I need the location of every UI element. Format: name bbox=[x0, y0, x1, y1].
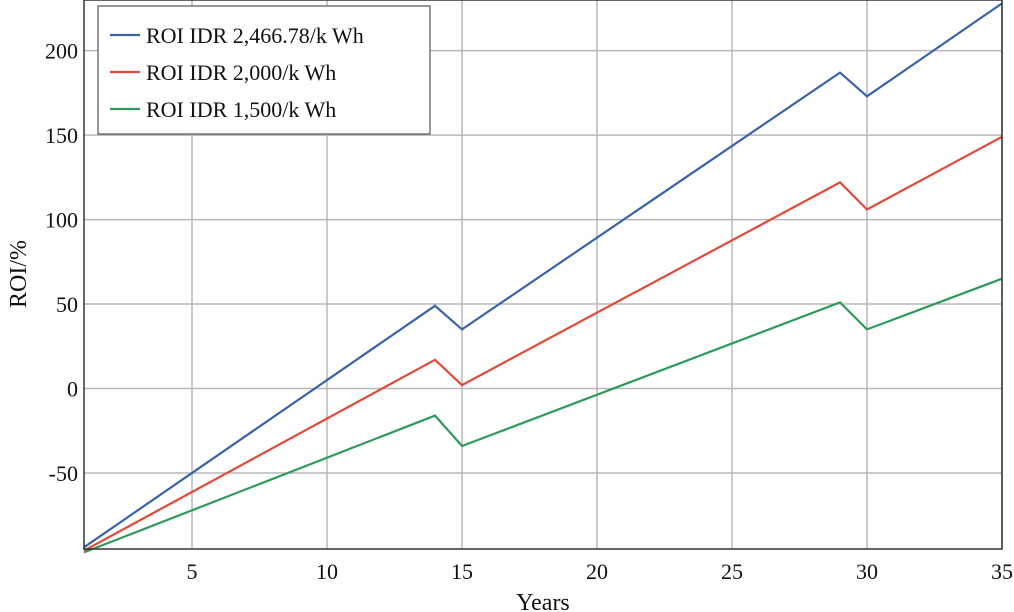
y-tick-label: 50 bbox=[56, 292, 78, 317]
legend-label-2: ROI IDR 2,000/k Wh bbox=[146, 60, 336, 85]
y-tick-label: 200 bbox=[45, 39, 78, 64]
legend-label-1: ROI IDR 2,466.78/k Wh bbox=[146, 23, 364, 48]
x-tick-label: 30 bbox=[856, 559, 878, 584]
series-lines bbox=[83, 2, 1003, 554]
legend-label-3: ROI IDR 1,500/k Wh bbox=[146, 97, 336, 122]
x-tick-label: 10 bbox=[316, 559, 338, 584]
y-axis-title: ROI/% bbox=[6, 240, 32, 308]
y-tick-label: 150 bbox=[45, 123, 78, 148]
y-tick-label: -50 bbox=[49, 461, 78, 486]
series-line-2 bbox=[83, 135, 1003, 552]
x-axis-title: Years bbox=[516, 590, 570, 612]
y-tick-labels: -50 0 50 100 150 200 bbox=[45, 39, 78, 486]
x-tick-label: 25 bbox=[721, 559, 743, 584]
series-line-3 bbox=[83, 277, 1003, 554]
x-tick-label: 35 bbox=[991, 559, 1013, 584]
series-line-1 bbox=[83, 2, 1003, 549]
x-tick-label: 20 bbox=[586, 559, 608, 584]
plot-frame bbox=[83, 0, 1003, 550]
legend-box bbox=[97, 5, 431, 135]
y-tick-label: 0 bbox=[67, 377, 78, 402]
x-tick-label: 15 bbox=[451, 559, 473, 584]
y-tick-label: 100 bbox=[45, 208, 78, 233]
legend: ROI IDR 2,466.78/k Wh ROI IDR 2,000/k Wh R… bbox=[97, 5, 431, 135]
x-tick-label: 5 bbox=[187, 559, 198, 584]
grid bbox=[84, 0, 1003, 549]
x-tick-labels: 5 10 15 20 25 30 35 bbox=[187, 559, 1014, 584]
